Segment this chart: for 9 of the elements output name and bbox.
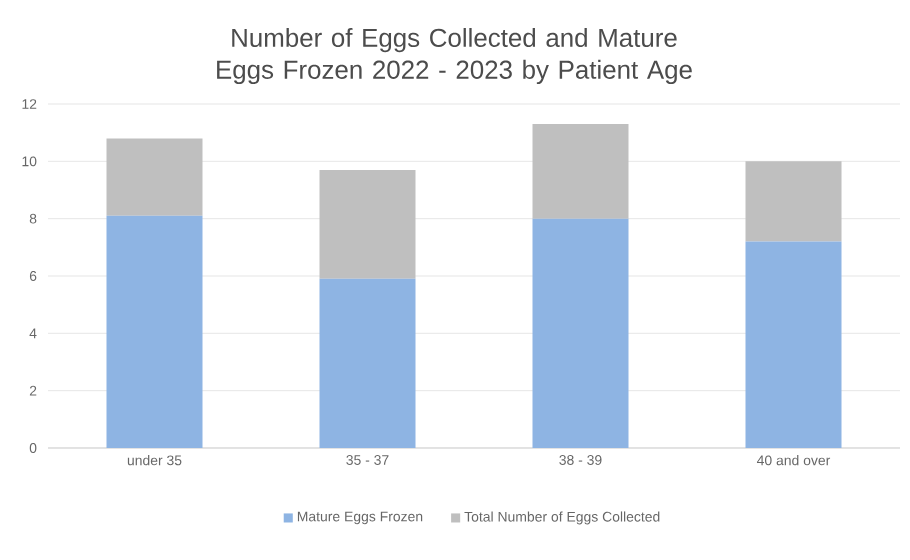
- chart-title: Number of Eggs Collected and Mature Eggs Frozen 2022 - 2023 by Patient Age: [217, 27, 692, 84]
- bar: [532, 124, 629, 219]
- bar: [106, 215, 203, 448]
- bar: [745, 241, 842, 448]
- bar: [532, 218, 629, 448]
- bar: [319, 169, 416, 279]
- bar: [106, 138, 203, 216]
- bar: [319, 278, 416, 448]
- bar: [745, 161, 842, 242]
